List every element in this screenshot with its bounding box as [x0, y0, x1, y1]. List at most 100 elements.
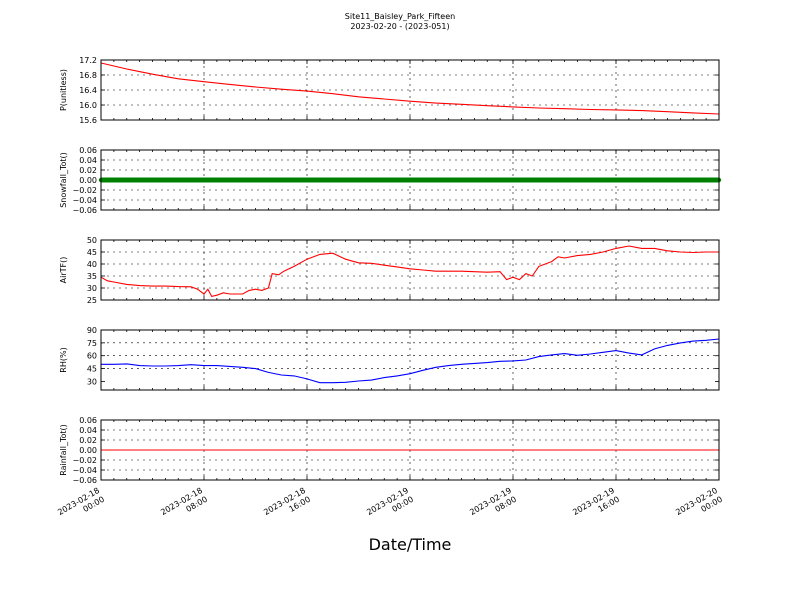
data-point	[546, 177, 551, 183]
y-tick-label: 16.0	[79, 101, 97, 110]
plot-frame	[100, 239, 720, 301]
y-tick-label: 16.4	[79, 86, 97, 95]
data-point	[533, 177, 538, 183]
data-point	[266, 177, 271, 183]
data-point	[542, 177, 548, 183]
data-point	[118, 177, 123, 183]
data-point	[233, 177, 239, 183]
data-point	[436, 177, 442, 183]
data-point	[456, 177, 461, 183]
data-point	[488, 177, 493, 183]
data-point	[555, 177, 561, 183]
data-point	[394, 177, 400, 183]
data-point	[317, 177, 323, 183]
data-point	[362, 177, 368, 183]
data-point	[536, 177, 541, 183]
data-point	[523, 177, 529, 183]
data-point	[385, 177, 390, 183]
data-point	[105, 177, 110, 183]
data-point	[169, 177, 175, 183]
y-tick-label: −0.06	[72, 206, 97, 215]
data-point	[404, 177, 409, 183]
chart-subtitle: 2023-02-20 - (2023-051)	[350, 22, 449, 31]
data-point	[475, 177, 480, 183]
y-tick-label: 17.2	[79, 56, 97, 65]
data-point	[472, 177, 477, 183]
data-point	[468, 177, 474, 183]
data-point	[639, 177, 644, 183]
data-point	[604, 177, 609, 183]
panels: 17.216.816.416.015.6P(unitless)0.060.040…	[59, 56, 722, 485]
data-point	[201, 177, 207, 183]
data-point	[182, 177, 187, 183]
data-point	[166, 177, 171, 183]
panel-1: 0.060.040.020.00−0.02−0.04−0.06 Snowfall_…	[59, 146, 722, 215]
data-point	[668, 177, 673, 183]
data-point	[678, 177, 683, 183]
data-point	[710, 177, 715, 183]
data-point	[314, 177, 319, 183]
data-point	[700, 177, 706, 183]
data-point	[369, 177, 374, 183]
data-point	[629, 177, 635, 183]
data-point	[285, 177, 290, 183]
data-point	[501, 177, 506, 183]
data-point	[697, 177, 702, 183]
data-point	[597, 177, 603, 183]
x-tick-label: 2023-02-1900:00	[365, 486, 415, 526]
data-point	[452, 177, 458, 183]
data-point	[127, 177, 133, 183]
panel-4: 0.060.040.020.00−0.02−0.04−0.06 Rainfall_…	[59, 416, 720, 485]
data-point	[568, 177, 574, 183]
plot-frame	[100, 149, 720, 211]
data-point	[662, 177, 667, 183]
x-tick-labels: 2023-02-1800:00 2023-02-1808:00 2023-02-18…	[56, 486, 724, 526]
data-point	[414, 177, 419, 183]
data-point	[137, 177, 142, 183]
series-line	[100, 62, 720, 115]
x-tick-label: 2023-02-1816:00	[262, 486, 312, 526]
data-point	[195, 177, 200, 183]
data-point	[610, 177, 615, 183]
data-point	[259, 177, 265, 183]
data-point	[401, 177, 406, 183]
data-point	[407, 177, 413, 183]
data-point	[256, 177, 261, 183]
data-point	[208, 177, 213, 183]
data-point	[179, 177, 184, 183]
panel-0: 17.2 16.8 16.4 16.0 15.6 P(unitless)	[59, 56, 720, 125]
data-point	[707, 177, 712, 183]
data-point	[623, 177, 628, 183]
data-point	[343, 177, 348, 183]
data-point	[102, 177, 107, 183]
y-tick-label: −0.06	[72, 476, 97, 485]
data-point	[539, 177, 545, 183]
data-point	[253, 177, 258, 183]
y-tick-label: 90	[87, 326, 97, 335]
data-point	[382, 177, 387, 183]
data-point	[439, 177, 445, 183]
data-point	[279, 177, 284, 183]
data-point	[262, 177, 268, 183]
data-point	[353, 177, 358, 183]
data-point	[681, 177, 686, 183]
data-point	[581, 177, 587, 183]
data-point	[411, 177, 416, 183]
data-point	[607, 177, 612, 183]
data-point	[243, 177, 249, 183]
data-point	[324, 177, 329, 183]
data-point	[237, 177, 242, 183]
data-point	[565, 177, 570, 183]
data-point	[330, 177, 335, 183]
data-point	[221, 177, 226, 183]
data-point	[633, 177, 638, 183]
y-tick-label: −0.04	[72, 196, 97, 205]
y-axis-label: AirTF()	[59, 257, 68, 284]
data-point	[649, 177, 654, 183]
data-point	[433, 177, 438, 183]
data-point	[687, 177, 693, 183]
y-tick-label: 35	[87, 272, 97, 281]
data-point	[298, 177, 303, 183]
data-point	[130, 177, 136, 183]
data-point	[645, 177, 651, 183]
